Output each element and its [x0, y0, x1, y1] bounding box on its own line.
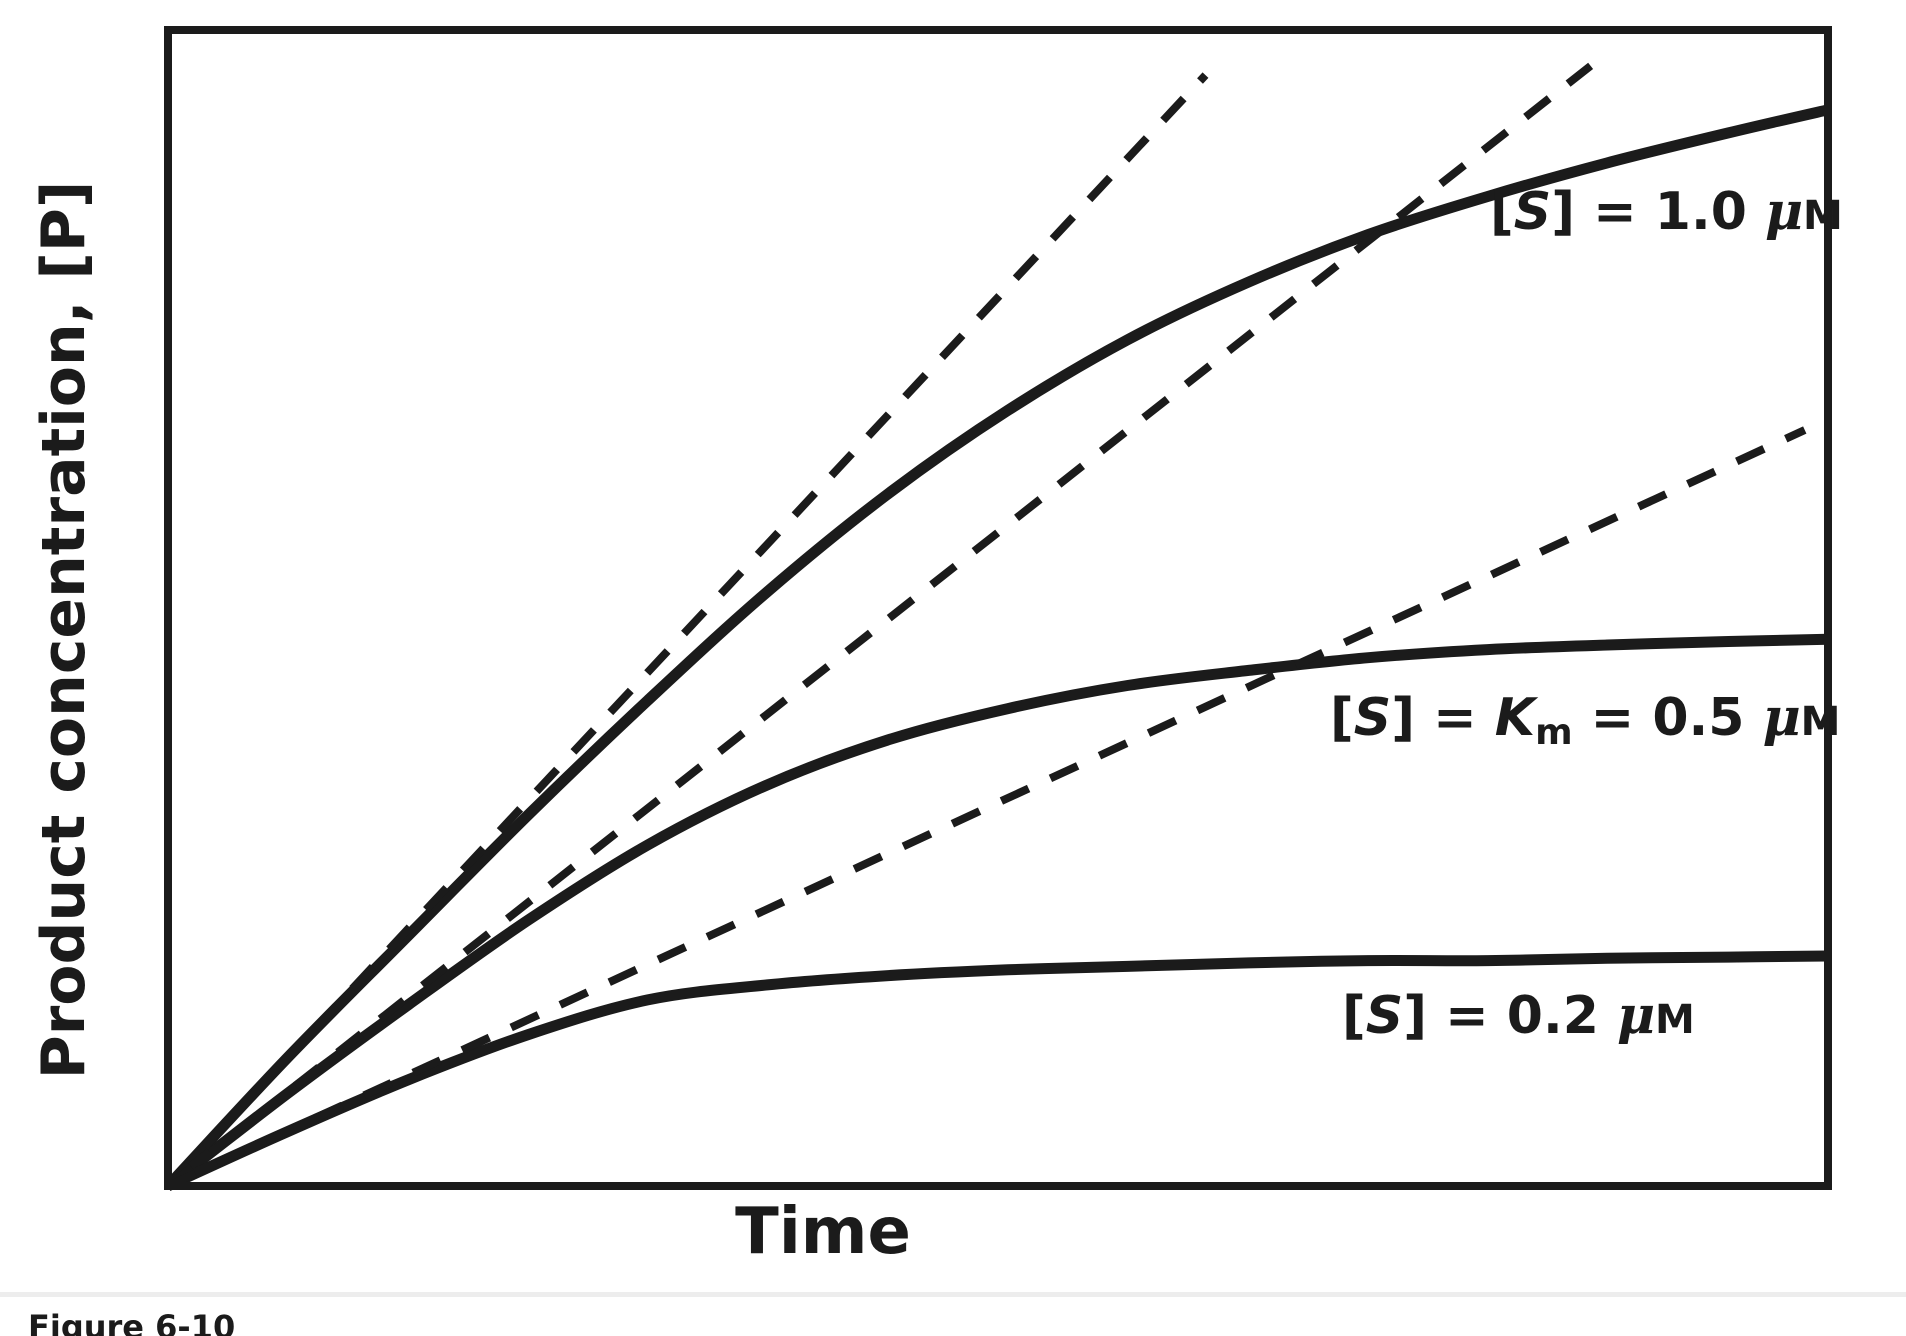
micro-symbol: μ — [1616, 985, 1656, 1046]
plot-border — [164, 26, 1832, 1190]
y-axis-label: Product concentration, [P] — [29, 180, 99, 1080]
page-divider-line — [0, 1292, 1906, 1297]
substrate-symbol: S — [1365, 986, 1404, 1046]
figure-caption: Figure 6-10 — [28, 1308, 236, 1336]
km-subscript: m — [1535, 712, 1573, 753]
curve-label-s-0.5: [S] = Km = 0.5 μM — [1330, 688, 1840, 753]
molar-unit: M — [1655, 997, 1695, 1043]
km-symbol: K — [1494, 688, 1536, 748]
label-equals: ] = — [1391, 688, 1495, 748]
bracket-open: [ — [1330, 688, 1354, 748]
progress-curve — [165, 950, 1829, 1192]
micro-symbol: μ — [1764, 181, 1804, 242]
molar-unit: M — [1803, 193, 1843, 239]
molar-unit: M — [1800, 699, 1841, 745]
curve-label-s-1.0: [S] = 1.0 μM — [1490, 182, 1843, 243]
substrate-symbol: S — [1513, 182, 1552, 242]
curve-label-s-0.2: [S] = 0.2 μM — [1342, 986, 1695, 1047]
label-equals-value: ] = 0.2 — [1403, 986, 1617, 1046]
label-equals-value: ] = 1.0 — [1551, 182, 1765, 242]
x-axis-label: Time — [735, 1195, 911, 1269]
micro-symbol: μ — [1762, 687, 1801, 748]
substrate-symbol: S — [1353, 688, 1392, 748]
bracket-open: [ — [1342, 986, 1366, 1046]
progress-curve — [164, 633, 1829, 1191]
label-equals-value: = 0.5 — [1572, 688, 1763, 748]
bracket-open: [ — [1490, 182, 1514, 242]
progress-curve — [163, 104, 1830, 1190]
initial-rate-tangent-line — [165, 72, 1209, 1189]
